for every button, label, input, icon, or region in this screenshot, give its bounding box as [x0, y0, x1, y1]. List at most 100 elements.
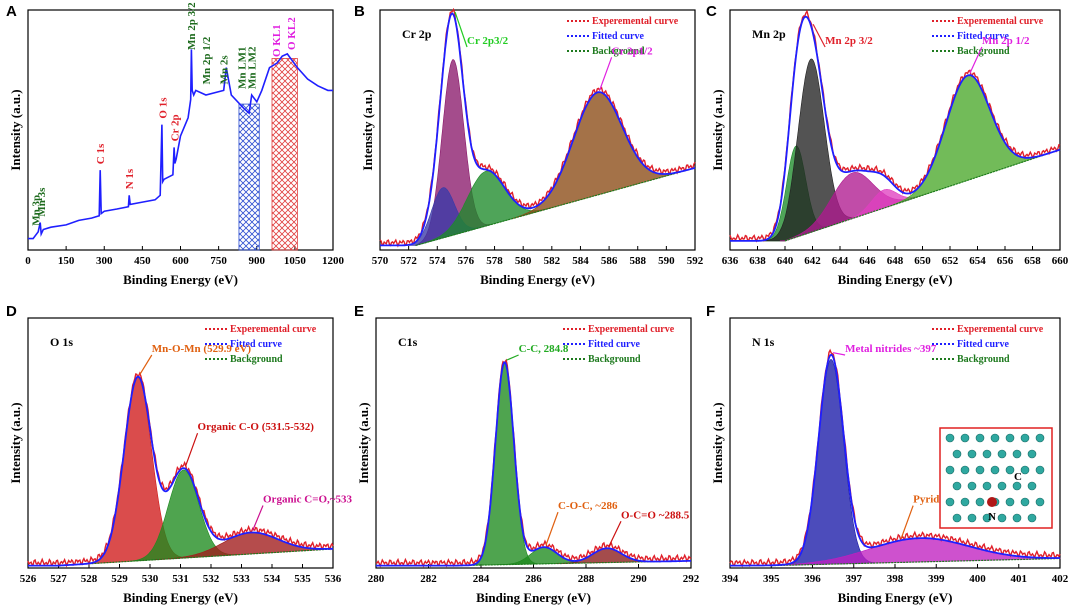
x-tick-label: 646 [859, 255, 876, 267]
x-tick-label: 570 [372, 255, 389, 267]
x-tick-label: 592 [687, 255, 704, 267]
annotation-arrow [599, 57, 613, 91]
x-ticks: 0 150 300 450 600 750 900 1050 1200 [25, 246, 345, 267]
x-tick-label: 636 [722, 255, 739, 267]
experimental-curve [27, 371, 334, 568]
carbon-atom [1005, 465, 1015, 475]
x-tick-label: 656 [997, 255, 1014, 267]
x-tick-label: 450 [134, 255, 151, 267]
peak-annotation: Mn 3s [36, 187, 48, 217]
carbon-atom [1027, 449, 1037, 459]
peak-annotation: O KL1 [271, 24, 283, 57]
legend-label: Fitted curve [230, 339, 282, 350]
annotation-arrow [545, 511, 559, 546]
legend-label: Experemental curve [230, 324, 317, 335]
x-tick-label: 576 [458, 255, 475, 267]
peak-component [472, 361, 538, 566]
x-tick-label: 400 [969, 573, 986, 585]
legend-label: Background [588, 354, 641, 365]
panel-b: B 570 572 574 576 578 580 582 584 586 588 590 592 Bin… [354, 3, 704, 287]
x-tick-label: 648 [887, 255, 904, 267]
x-tick-label: 526 [20, 573, 37, 585]
experimental-curve [729, 348, 1061, 568]
carbon-atom [1035, 497, 1045, 507]
legend: Experemental curve Fitted curve Background [205, 324, 317, 365]
annotation-arrow [812, 23, 826, 48]
x-tick-label: 0 [25, 255, 31, 267]
carbon-atom [997, 481, 1007, 491]
x-tick-label: 600 [172, 255, 189, 267]
x-tick-label: 572 [400, 255, 417, 267]
panel-title: N 1s [752, 335, 775, 349]
peak-annotation: N 1s [124, 168, 136, 189]
x-tick-label: 528 [81, 573, 98, 585]
x-tick-label: 574 [429, 255, 446, 267]
peak-annotation: Organic C=O,~533 [263, 494, 352, 506]
peak-annotation: Cr 2p1/2 [612, 45, 654, 57]
carbon-atom [1020, 497, 1030, 507]
legend-label: Background [957, 354, 1010, 365]
x-ticks: 570 572 574 576 578 580 582 584 586 588 590 592 [372, 246, 704, 267]
x-tick-label: 399 [928, 573, 945, 585]
inset-frame [939, 427, 1053, 529]
plot-frame [379, 9, 696, 251]
peak-annotation: Mn 2p 3/2 [186, 2, 198, 50]
peak-annotation: Mn 2p 1/2 [201, 36, 213, 84]
panel-letter: B [354, 3, 365, 20]
peak-annotation: Mn-O-Mn (529.9 eV) [152, 343, 252, 355]
background-line [58, 548, 334, 567]
experimental-curve [375, 358, 692, 568]
x-tick-label: 286 [525, 573, 542, 585]
survey-spectrum-line [28, 49, 333, 240]
mn-auger-region [238, 103, 260, 251]
legend-label: Fitted curve [592, 31, 644, 42]
x-tick-label: 395 [763, 573, 780, 585]
panel-a: A 0 150 300 450 600 750 900 1050 1200 Binding Ener… [6, 2, 345, 287]
carbon-atom [1020, 433, 1030, 443]
o-auger-region [271, 58, 298, 251]
legend: Experemental curve Fitted curve Background [932, 324, 1044, 365]
panel-e: E 280 282 284 286 288 290 292 Binding Energy (eV… [354, 303, 700, 605]
carbon-atom [997, 449, 1007, 459]
panel-title: Cr 2p [402, 27, 432, 41]
x-tick-label: 588 [629, 255, 646, 267]
x-tick-label: 533 [233, 573, 250, 585]
fitted-curve [730, 15, 1061, 242]
fitted-curve [730, 353, 1061, 567]
annotation-arrow [139, 354, 153, 375]
peak-annotation: Organic C-O (531.5-532) [198, 421, 315, 433]
legend-label: Background [957, 46, 1010, 57]
x-tick-label: 640 [777, 255, 794, 267]
carbon-atom [1012, 481, 1022, 491]
carbon-atom [960, 465, 970, 475]
x-axis-label: Binding Energy (eV) [476, 590, 591, 605]
carbon-atom [967, 449, 977, 459]
panel-letter: F [706, 303, 715, 320]
x-tick-label: 398 [887, 573, 904, 585]
peak-annotation: Mn 3p [31, 195, 43, 226]
carbon-atom [967, 481, 977, 491]
x-tick-label: 290 [630, 573, 647, 585]
carbon-atom [960, 497, 970, 507]
x-tick-label: 582 [544, 255, 561, 267]
peak-annotation: O 1s [158, 97, 170, 119]
carbon-atom [1012, 513, 1022, 523]
annotation-arrow [969, 46, 983, 74]
x-ticks: 394 395 396 397 398 399 400 401 402 [722, 564, 1069, 585]
x-tick-label: 1050 [284, 255, 307, 267]
legend-label: Experemental curve [588, 324, 675, 335]
panel-d: D 526 527 528 529 530 531 532 533 534 535 536 Bindin… [6, 303, 352, 605]
carbon-atom [945, 465, 955, 475]
plot-frame [375, 317, 692, 569]
panel-title: Mn 2p [752, 27, 786, 41]
peak-component [787, 359, 875, 566]
peak-annotation: O-C=O ~288.5 [621, 509, 690, 521]
annotation-arrow [184, 432, 199, 467]
x-tick-label: 532 [203, 573, 220, 585]
panel-title: C1s [398, 335, 418, 349]
carbon-atom [1020, 465, 1030, 475]
peak-component [746, 537, 1061, 566]
structure-inset: CN [939, 427, 1053, 529]
legend-label: Experemental curve [957, 16, 1044, 27]
legend: Experemental curve Fitted curve Background [932, 16, 1044, 57]
